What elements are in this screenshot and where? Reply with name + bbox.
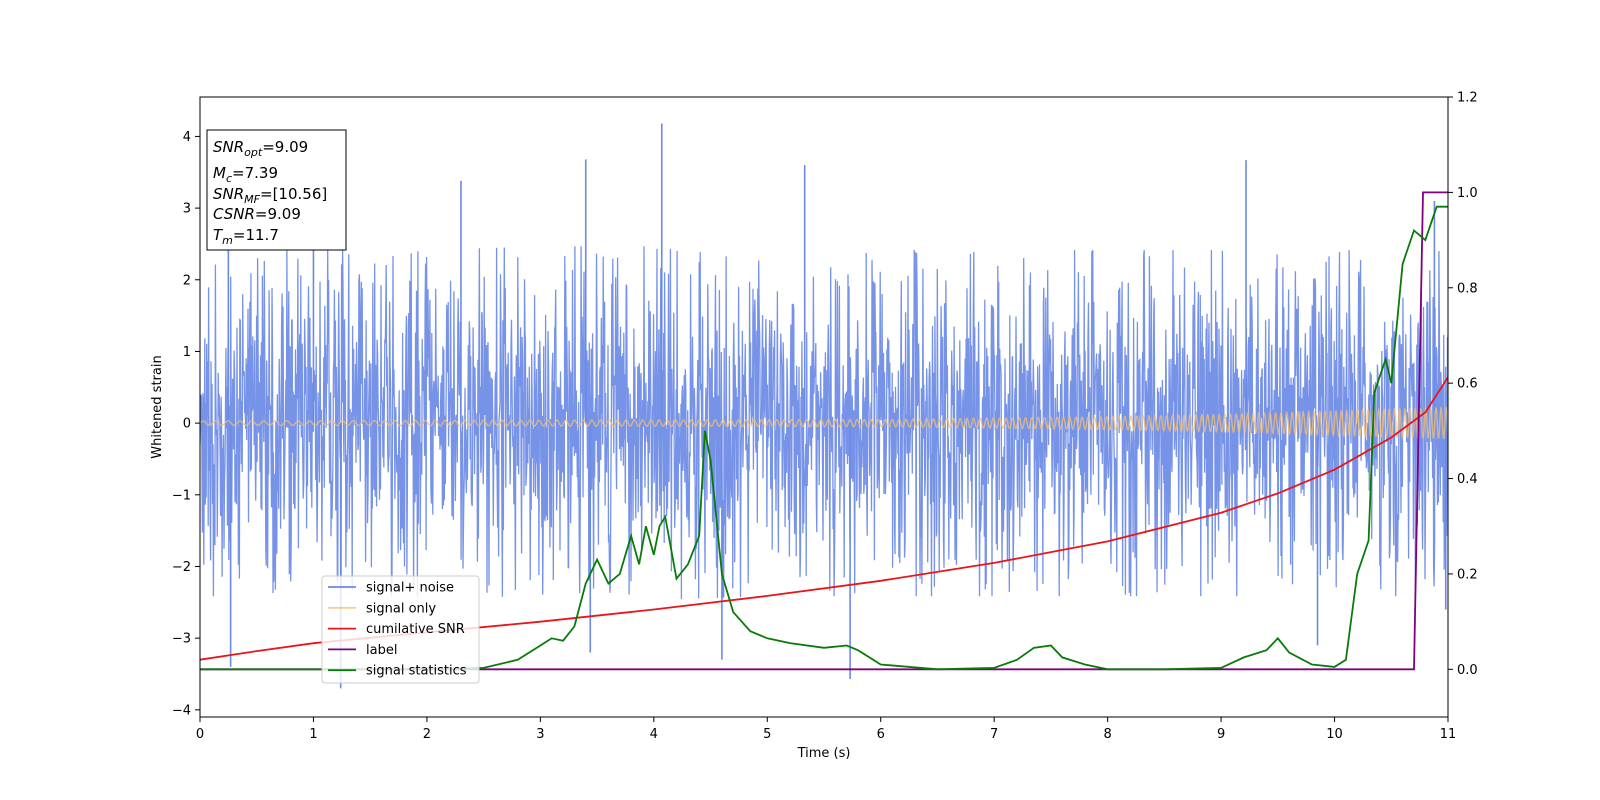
series-line-label	[200, 191, 1448, 671]
y-tick-label: −3	[172, 632, 191, 647]
info-box-frame	[206, 129, 347, 251]
y-tick-label: −2	[172, 560, 191, 575]
y-tick-label: 0	[183, 417, 191, 432]
legend: signal+ noise signal only cumilative SNR la…	[321, 575, 480, 684]
x-tick-label: 7	[990, 727, 998, 742]
info-entry: SNRopt=9.09	[213, 138, 308, 159]
y2-tick-label: 1.0	[1457, 186, 1478, 201]
y-tick-label: −1	[172, 488, 191, 503]
legend-label: cumilative SNR	[366, 622, 465, 637]
info-entry: Tm=11.7	[213, 226, 279, 247]
noise-trace	[200, 246, 1448, 600]
x-tick-label: 5	[763, 727, 771, 742]
x-axis-title: Time (s)	[797, 746, 851, 761]
x-tick-label: 2	[423, 727, 431, 742]
info-entry: CSNR=9.09	[213, 205, 301, 223]
series-signal-noise	[200, 123, 1448, 689]
info-entry-symbol: M	[213, 164, 226, 182]
y-axis-right: 0.0 0.2 0.4 0.6 0.8 1.0 1.2	[1448, 91, 1478, 678]
info-entry-symbol: SNR	[213, 138, 244, 156]
y-tick-label: 2	[183, 273, 191, 288]
info-entry-value: =7.39	[232, 164, 278, 182]
info-entry-subscript: opt	[244, 146, 263, 159]
info-entry-subscript: m	[222, 234, 233, 247]
legend-label: label	[366, 643, 397, 658]
y2-tick-label: 0.0	[1457, 663, 1478, 678]
info-box: SNRopt=9.09Mc=7.39SNRMF=[10.56]CSNR=9.09…	[206, 129, 347, 251]
signal-only-trace	[200, 405, 1448, 441]
info-entry-symbol: CSNR	[213, 205, 255, 223]
y-axis-title: Whitened strain	[150, 355, 165, 458]
y-tick-label: 1	[183, 345, 191, 360]
info-entry-symbol: SNR	[213, 185, 244, 203]
y2-tick-label: 0.6	[1457, 377, 1478, 392]
y2-tick-label: 1.2	[1457, 91, 1478, 106]
series-line-signal-statistics	[200, 205, 1448, 671]
info-entry-symbol: T	[213, 226, 224, 244]
x-tick-label: 8	[1103, 727, 1111, 742]
plot-area	[200, 123, 1448, 689]
info-entry-value: =[10.56]	[260, 185, 327, 203]
y2-tick-label: 0.2	[1457, 567, 1478, 582]
info-entry-subscript: c	[226, 172, 232, 185]
x-tick-label: 4	[650, 727, 658, 742]
legend-label: signal only	[366, 601, 436, 616]
x-tick-label: 11	[1440, 727, 1457, 742]
info-entry: Mc=7.39	[213, 164, 278, 185]
series-signal-only	[200, 405, 1448, 441]
y-tick-label: −4	[172, 703, 191, 718]
info-entry: SNRMF=[10.56]	[213, 185, 327, 206]
x-tick-label: 10	[1326, 727, 1343, 742]
y-axis-left: −4 −3 −2 −1 0 1 2 3 4	[172, 130, 200, 718]
y2-tick-label: 0.4	[1457, 472, 1478, 487]
x-tick-label: 3	[536, 727, 544, 742]
x-tick-label: 0	[196, 727, 204, 742]
legend-label: signal+ noise	[366, 581, 454, 596]
x-axis: 0 1 2 3 4 5 6 7 8 9 10 11	[196, 717, 1456, 742]
x-tick-label: 1	[309, 727, 317, 742]
y-tick-label: 3	[183, 202, 191, 217]
legend-label: signal statistics	[366, 664, 467, 679]
info-entry-value: =11.7	[233, 226, 279, 244]
plot-frame	[199, 96, 1449, 718]
y2-tick-label: 0.8	[1457, 281, 1478, 296]
y-tick-label: 4	[183, 130, 191, 145]
info-entry-value: =9.09	[255, 205, 301, 223]
x-tick-label: 6	[877, 727, 885, 742]
info-entry-subscript: MF	[244, 193, 260, 206]
legend-frame	[321, 575, 480, 684]
info-entry-value: =9.09	[262, 138, 308, 156]
x-tick-label: 9	[1217, 727, 1225, 742]
